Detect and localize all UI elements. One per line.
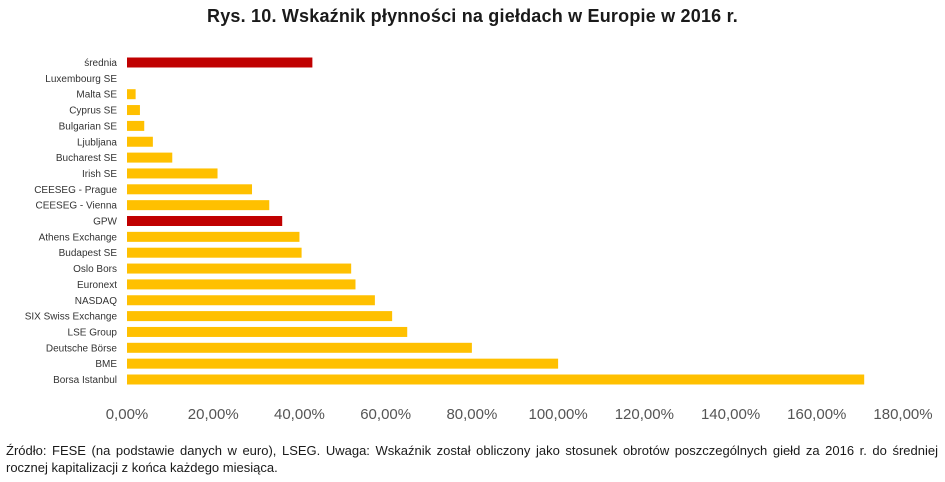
category-label-deutsche-borse: Deutsche Börse bbox=[46, 343, 118, 354]
bar-nasdaq bbox=[127, 295, 375, 306]
bar-six-swiss-exchange bbox=[127, 311, 393, 322]
bar-deutsche-borse bbox=[127, 342, 472, 353]
x-tick-label: 160,00% bbox=[787, 406, 846, 423]
bar-srednia bbox=[127, 57, 313, 68]
x-tick-label: 100,00% bbox=[529, 406, 588, 423]
bar-cyprus-se bbox=[127, 105, 140, 116]
bar-bme bbox=[127, 358, 559, 369]
category-label-nasdaq: NASDAQ bbox=[75, 296, 117, 307]
x-tick-label: 140,00% bbox=[701, 406, 760, 423]
bar-bulgarian-se bbox=[127, 120, 145, 131]
category-label-cyprus-se: Cyprus SE bbox=[69, 106, 117, 117]
bar-borsa-istanbul bbox=[127, 374, 865, 385]
bar-athens-exchange bbox=[127, 231, 300, 242]
category-label-bme: BME bbox=[95, 359, 117, 370]
chart-title: Rys. 10. Wskaźnik płynności na giełdach … bbox=[207, 6, 738, 26]
bar-bucharest-se bbox=[127, 152, 173, 163]
category-label-six-swiss-exchange: SIX Swiss Exchange bbox=[25, 312, 118, 323]
bar-gpw bbox=[127, 216, 283, 226]
category-label-irish-se: Irish SE bbox=[82, 169, 117, 180]
x-tick-label: 0,00% bbox=[106, 406, 149, 423]
x-tick-label: 80,00% bbox=[446, 406, 497, 423]
x-tick-label: 40,00% bbox=[274, 406, 325, 423]
category-label-athens-exchange: Athens Exchange bbox=[39, 232, 118, 243]
bar-oslo-bors bbox=[127, 263, 352, 274]
category-label-malta-se: Malta SE bbox=[76, 90, 117, 101]
category-label-euronext: Euronext bbox=[77, 280, 117, 291]
category-label-budapest-se: Budapest SE bbox=[59, 248, 118, 259]
category-label-bucharest-se: Bucharest SE bbox=[56, 153, 117, 164]
category-label-srednia: średnia bbox=[84, 58, 117, 69]
bar-irish-se bbox=[127, 168, 218, 179]
bar-malta-se bbox=[127, 89, 136, 100]
bar-lse-group bbox=[127, 326, 408, 337]
category-label-ceeseg-vienna: CEESEG - Vienna bbox=[35, 201, 117, 212]
category-label-ceeseg-prague: CEESEG - Prague bbox=[34, 185, 117, 196]
bar-euronext bbox=[127, 279, 356, 290]
category-label-lse-group: LSE Group bbox=[68, 327, 118, 338]
category-label-borsa-istanbul: Borsa Istanbul bbox=[53, 375, 117, 386]
category-label-gpw: GPW bbox=[93, 217, 117, 228]
x-tick-label: 20,00% bbox=[188, 406, 239, 423]
bar-ceeseg-vienna bbox=[127, 200, 270, 211]
category-label-luxembourg-se: Luxembourg SE bbox=[45, 74, 117, 85]
x-tick-label: 60,00% bbox=[360, 406, 411, 423]
bar-chart: średnia Luxembourg SE Malta SE Cyprus SE Bul… bbox=[25, 57, 933, 423]
category-label-oslo-bors: Oslo Bors bbox=[73, 264, 117, 275]
x-tick-label: 120,00% bbox=[615, 406, 674, 423]
source-note: Źródło: FESE (na podstawie danych w euro… bbox=[6, 443, 938, 475]
x-tick-label: 180,00% bbox=[873, 406, 932, 423]
category-label-bulgarian-se: Bulgarian SE bbox=[59, 121, 118, 132]
category-label-ljubljana: Ljubljana bbox=[77, 137, 117, 148]
bar-ljubljana bbox=[127, 136, 153, 147]
bar-ceeseg-prague bbox=[127, 184, 253, 195]
bar-budapest-se bbox=[127, 247, 302, 258]
